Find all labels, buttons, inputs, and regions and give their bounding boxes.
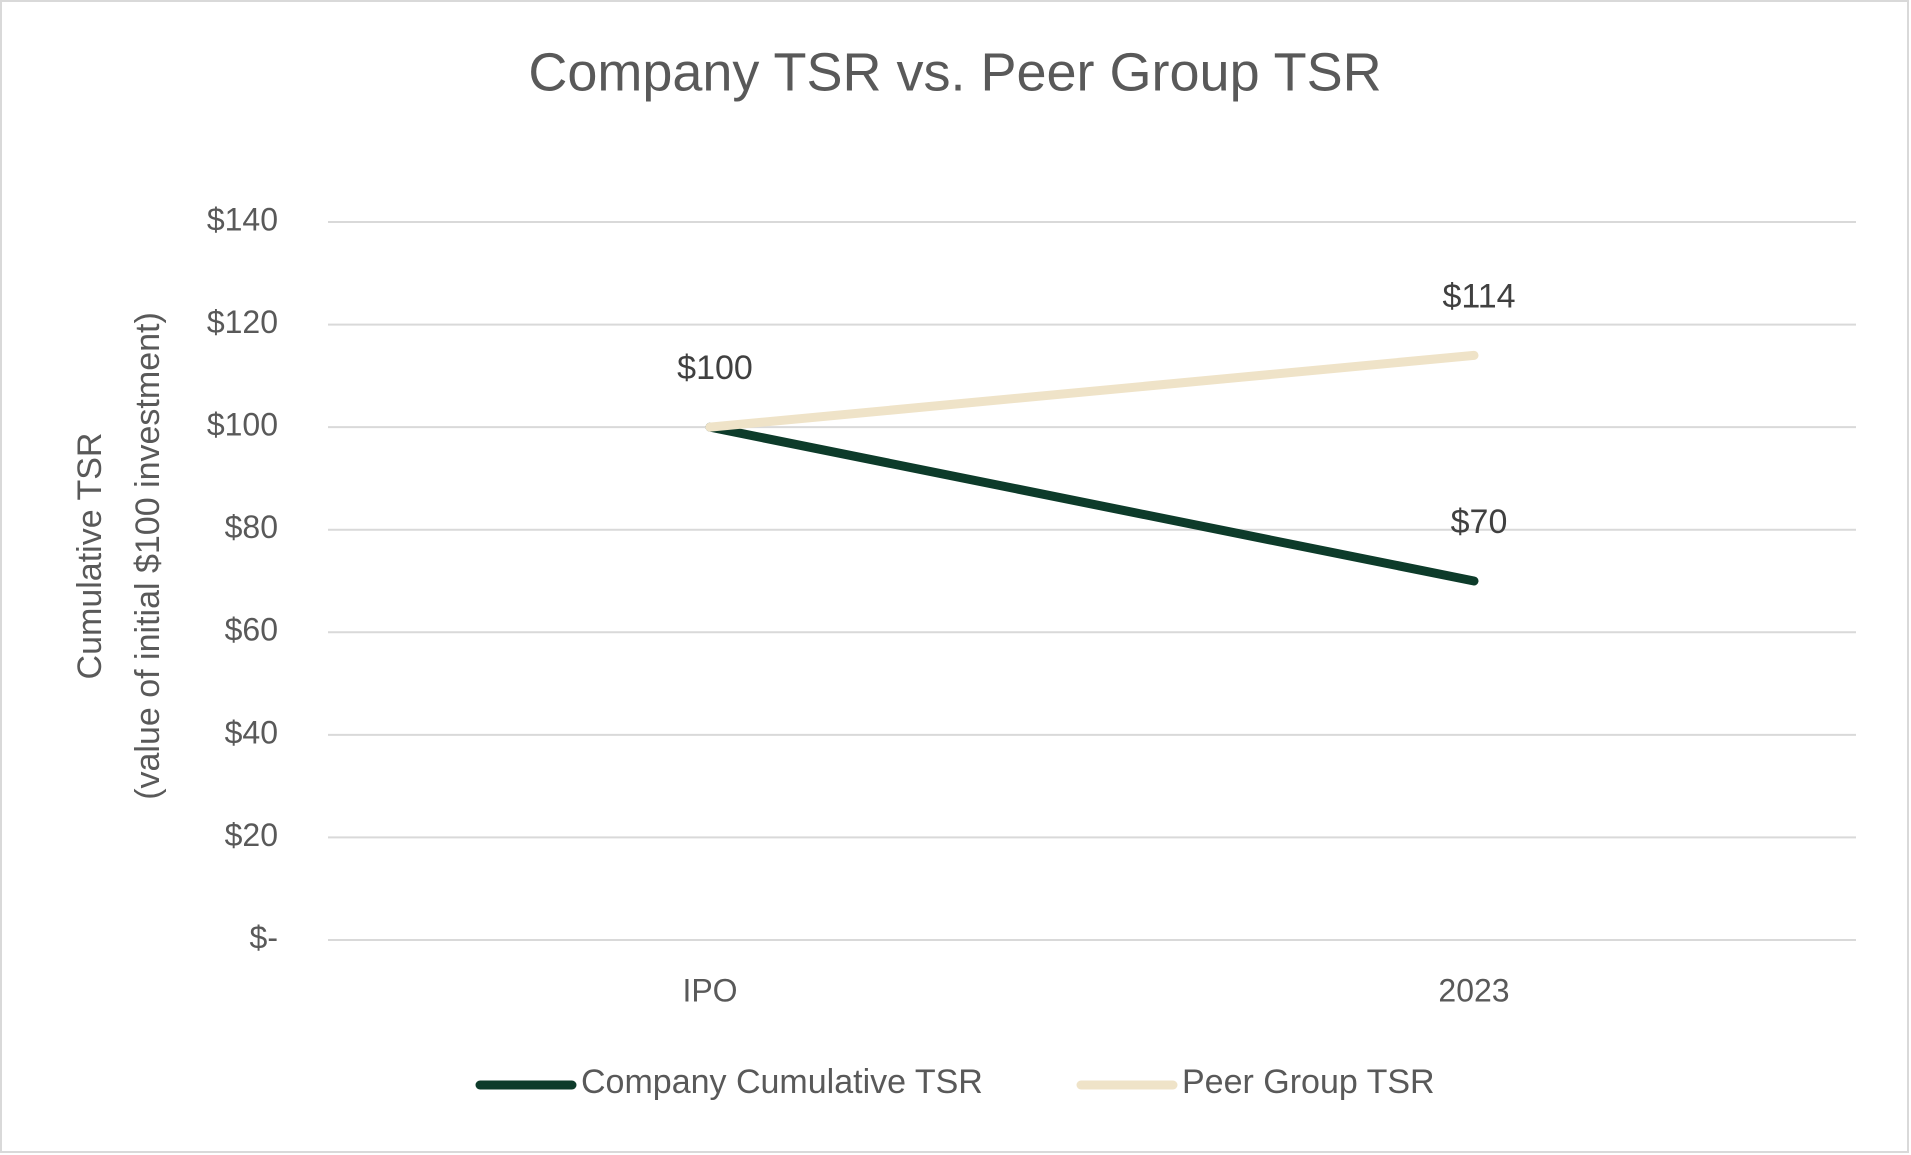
y-tick-label: $40	[225, 714, 278, 750]
y-axis-title: Cumulative TSR	[71, 433, 109, 680]
y-tick-label: $140	[207, 201, 278, 237]
data-label: $114	[1442, 277, 1515, 315]
y-tick-label: $120	[207, 304, 278, 340]
data-label: $70	[1451, 503, 1508, 541]
series-line	[705, 350, 1479, 432]
y-tick-label: $20	[225, 817, 278, 853]
y-tick-label: $80	[225, 509, 278, 545]
legend-label: Company Cumulative TSR	[581, 1063, 983, 1101]
legend-label: Peer Group TSR	[1182, 1063, 1435, 1101]
y-tick-label: $60	[225, 612, 278, 648]
y-tick-label: $-	[250, 919, 278, 955]
chart-title: Company TSR vs. Peer Group TSR	[528, 42, 1381, 102]
series-line	[705, 422, 1479, 586]
x-tick-label: 2023	[1438, 972, 1509, 1008]
data-label: $100	[677, 349, 753, 387]
x-tick-label: IPO	[682, 972, 737, 1008]
y-axis-title: (value of initial $100 investment)	[129, 312, 167, 800]
y-tick-label: $100	[207, 407, 278, 443]
